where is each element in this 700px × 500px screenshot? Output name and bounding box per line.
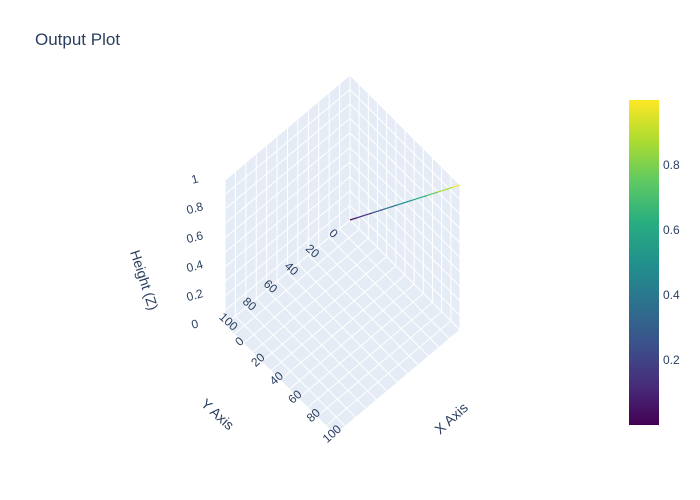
series-line-segment xyxy=(397,203,402,206)
grid-line xyxy=(255,298,367,410)
z-tick-label: 0.8 xyxy=(185,199,205,217)
z-tick-label: 0.2 xyxy=(185,286,205,304)
series-line-segment xyxy=(360,214,365,218)
series-line-segment xyxy=(357,215,362,219)
grid-line xyxy=(349,132,461,244)
grid-line xyxy=(349,219,461,331)
series-line-segment xyxy=(368,212,373,215)
series-line-segment xyxy=(452,185,457,188)
series-line-segment xyxy=(426,193,431,197)
chart-title: Output Plot xyxy=(35,30,120,49)
series-line-segment xyxy=(408,199,413,202)
colorbar-tick-label: 0.8 xyxy=(663,158,680,172)
grid-line xyxy=(224,219,351,326)
grid-line xyxy=(224,132,351,239)
grid-line xyxy=(297,263,409,375)
grid-line xyxy=(339,228,450,340)
grid-line xyxy=(349,89,461,200)
colorbar-tick-label: 0.4 xyxy=(663,288,680,302)
grid-line xyxy=(224,103,351,210)
colorbar-tick-label: 0.6 xyxy=(663,223,680,237)
series-line-segment xyxy=(386,206,391,209)
series-line-segment xyxy=(415,197,420,200)
grid-line xyxy=(224,74,351,181)
series-line-segment xyxy=(371,211,376,214)
series-line-segment xyxy=(419,196,424,199)
grid-line xyxy=(245,307,357,418)
grid-line xyxy=(224,190,351,297)
series-line-segment xyxy=(353,217,358,220)
series-line-segment xyxy=(364,213,369,216)
grid-line xyxy=(224,161,351,268)
series-line-segment xyxy=(448,186,453,190)
grid-line xyxy=(349,205,461,316)
series-line-segment xyxy=(404,200,409,204)
gridlines xyxy=(224,74,461,436)
data-series xyxy=(349,184,461,221)
series-line-segment xyxy=(456,184,461,187)
grid-line xyxy=(224,147,351,253)
colorbar xyxy=(629,100,659,425)
series-line-segment xyxy=(375,210,380,213)
x-axis-title: X Axis xyxy=(431,399,471,437)
series-line-segment xyxy=(401,201,406,205)
series-line-segment xyxy=(349,218,354,221)
grid-line xyxy=(287,272,398,383)
series-line-segment xyxy=(382,207,387,211)
grid-line xyxy=(349,190,461,302)
series-line-segment xyxy=(441,189,446,192)
grid-line xyxy=(235,315,346,427)
z-tick-label: 0 xyxy=(190,316,200,331)
grid-line xyxy=(328,237,440,348)
grid-line xyxy=(276,280,388,392)
y-axis-title: Y Axis xyxy=(198,395,237,433)
series-line-segment xyxy=(430,192,435,195)
grid-line xyxy=(224,324,336,436)
grid-line xyxy=(349,176,461,287)
grid-line xyxy=(224,176,351,282)
colorbar-tick-label: 0.2 xyxy=(663,353,680,367)
series-line-segment xyxy=(393,204,398,207)
series-line-segment xyxy=(412,198,417,201)
series-line-segment xyxy=(379,208,384,212)
series-line-segment xyxy=(437,190,442,193)
grid-line xyxy=(307,254,419,366)
grid-line xyxy=(349,118,461,229)
colorbar-ticks: 0.2 0.4 0.6 0.8 xyxy=(663,158,680,367)
z-tick-label: 1 xyxy=(190,171,200,186)
z-tick-label: 0.4 xyxy=(185,257,205,275)
series-line-segment xyxy=(390,205,395,208)
grid-line xyxy=(266,289,378,401)
z-tick-label: 0.6 xyxy=(185,228,205,246)
grid-line xyxy=(224,205,351,311)
grid-line xyxy=(318,245,430,357)
grid-line xyxy=(224,118,351,224)
grid-line xyxy=(349,74,461,186)
grid-line xyxy=(224,89,351,195)
series-line-segment xyxy=(423,194,428,198)
grid-line xyxy=(349,161,461,273)
grid-line xyxy=(349,103,461,215)
series-line-segment xyxy=(445,187,450,191)
z-axis-title: Height (Z) xyxy=(127,248,161,312)
axis-planes xyxy=(225,75,460,435)
series-line-segment xyxy=(434,191,439,194)
